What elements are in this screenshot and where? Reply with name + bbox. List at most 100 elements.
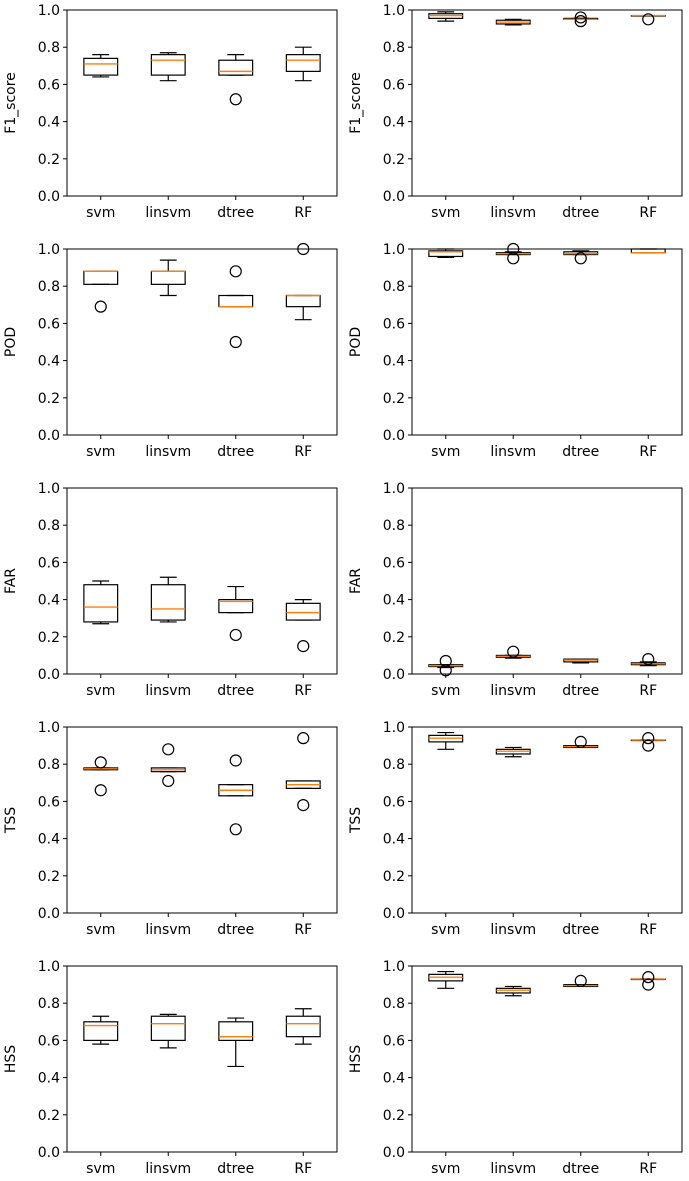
y-tick-label: 0.6	[383, 77, 405, 93]
chart-panel-7: 0.0 0.2 0.4 0.6 0.8 1.0 TSS svm linsvm dtree RF	[3, 720, 338, 938]
x-tick-label: RF	[294, 683, 312, 699]
x-tick-label: svm	[86, 205, 115, 221]
outlier-point	[642, 978, 655, 991]
box-svm	[83, 1015, 119, 1045]
outlier-point	[297, 799, 310, 812]
axes-frame	[66, 487, 338, 675]
box-iqr	[150, 584, 186, 621]
box-svm	[428, 654, 464, 677]
box-linsvm	[495, 645, 531, 659]
box-linsvm	[150, 52, 186, 82]
x-tick-label: linsvm	[490, 205, 536, 221]
y-tick-label: 0.4	[383, 832, 405, 848]
y-tick-label: 0.0	[383, 1145, 405, 1161]
outlier-point	[297, 639, 310, 653]
x-tick-label: RF	[294, 444, 312, 460]
y-tick-label: 0.6	[383, 1033, 405, 1049]
box-iqr	[218, 294, 254, 308]
y-tick-label: 0.4	[383, 1071, 405, 1087]
box-iqr	[150, 270, 186, 285]
outlier-point	[642, 13, 655, 26]
box-dtree	[218, 1017, 254, 1068]
y-tick-label: 1.0	[383, 959, 405, 975]
x-tick-label: svm	[86, 683, 115, 699]
outlier-point	[229, 823, 242, 836]
y-tick-label: 1.0	[38, 720, 60, 736]
y-tick-label: 0.0	[38, 428, 60, 444]
y-axis-label: TSS	[348, 807, 364, 834]
x-tick-label: dtree	[217, 1161, 254, 1177]
y-tick-label: 0.2	[383, 1108, 405, 1124]
x-tick-label: dtree	[217, 922, 254, 938]
box-linsvm	[495, 242, 531, 265]
x-tick-label: svm	[86, 922, 115, 938]
box-RF	[285, 1008, 321, 1045]
y-tick-label: 0.6	[38, 1033, 60, 1049]
y-tick-label: 0.2	[383, 630, 405, 646]
axes-frame	[66, 9, 338, 197]
y-tick-label: 0.0	[38, 667, 60, 683]
box-svm	[83, 54, 119, 78]
x-tick-label: svm	[431, 1161, 460, 1177]
axes-frame	[66, 248, 338, 436]
x-tick-label: dtree	[562, 444, 599, 460]
y-tick-label: 0.2	[38, 630, 60, 646]
y-axis-label: F1_score	[3, 72, 19, 134]
y-axis-label: HSS	[3, 1045, 19, 1073]
x-tick-label: dtree	[562, 205, 599, 221]
x-tick-label: RF	[639, 683, 657, 699]
x-tick-label: RF	[639, 1161, 657, 1177]
y-tick-label: 0.8	[383, 996, 405, 1012]
y-axis-label: FAR	[3, 568, 19, 594]
y-tick-label: 0.4	[383, 115, 405, 131]
y-tick-label: 0.0	[383, 428, 405, 444]
x-tick-label: dtree	[217, 205, 254, 221]
chart-panel-5: 0.0 0.2 0.4 0.6 0.8 1.0 FAR svm linsvm dtree RF	[3, 481, 338, 699]
outlier-point	[507, 645, 520, 658]
box-iqr	[83, 57, 119, 76]
chart-panel-6: 0.0 0.2 0.4 0.6 0.8 1.0 FAR svm linsvm dtree RF	[348, 481, 683, 699]
y-axis-label: POD	[3, 327, 19, 357]
x-tick-label: dtree	[562, 922, 599, 938]
y-tick-label: 0.0	[38, 906, 60, 922]
outlier-point	[574, 15, 587, 28]
axes-frame	[411, 487, 683, 675]
y-tick-label: 0.8	[38, 757, 60, 773]
x-tick-label: RF	[639, 922, 657, 938]
box-RF	[630, 971, 666, 991]
outlier-point	[507, 252, 520, 265]
outlier-point	[574, 735, 587, 748]
y-tick-label: 0.6	[383, 794, 405, 810]
y-tick-label: 1.0	[383, 3, 405, 19]
x-tick-label: linsvm	[145, 922, 191, 938]
box-linsvm	[150, 576, 186, 623]
x-tick-label: RF	[639, 444, 657, 460]
box-RF	[630, 248, 666, 254]
box-dtree	[563, 250, 599, 265]
box-RF	[285, 242, 321, 321]
x-tick-label: linsvm	[145, 683, 191, 699]
x-tick-label: svm	[86, 444, 115, 460]
box-dtree	[218, 54, 254, 106]
y-tick-label: 0.8	[383, 757, 405, 773]
y-tick-label: 0.6	[38, 794, 60, 810]
y-tick-label: 1.0	[38, 3, 60, 19]
y-tick-label: 0.2	[38, 869, 60, 885]
outlier-point	[642, 971, 655, 984]
box-iqr	[285, 54, 321, 72]
box-iqr	[83, 1021, 119, 1041]
y-axis-label: F1_score	[348, 72, 364, 134]
axes-frame	[411, 248, 683, 436]
y-tick-label: 0.8	[38, 279, 60, 295]
outlier-point	[574, 11, 587, 24]
y-tick-label: 0.0	[383, 667, 405, 683]
x-tick-label: linsvm	[145, 1161, 191, 1177]
y-tick-label: 0.0	[383, 189, 405, 205]
y-axis-label: TSS	[3, 807, 19, 834]
box-dtree	[563, 11, 599, 28]
outlier-point	[94, 756, 107, 769]
box-RF	[630, 13, 666, 26]
y-tick-label: 0.4	[38, 593, 60, 609]
outlier-point	[94, 784, 107, 797]
box-iqr	[285, 1015, 321, 1038]
